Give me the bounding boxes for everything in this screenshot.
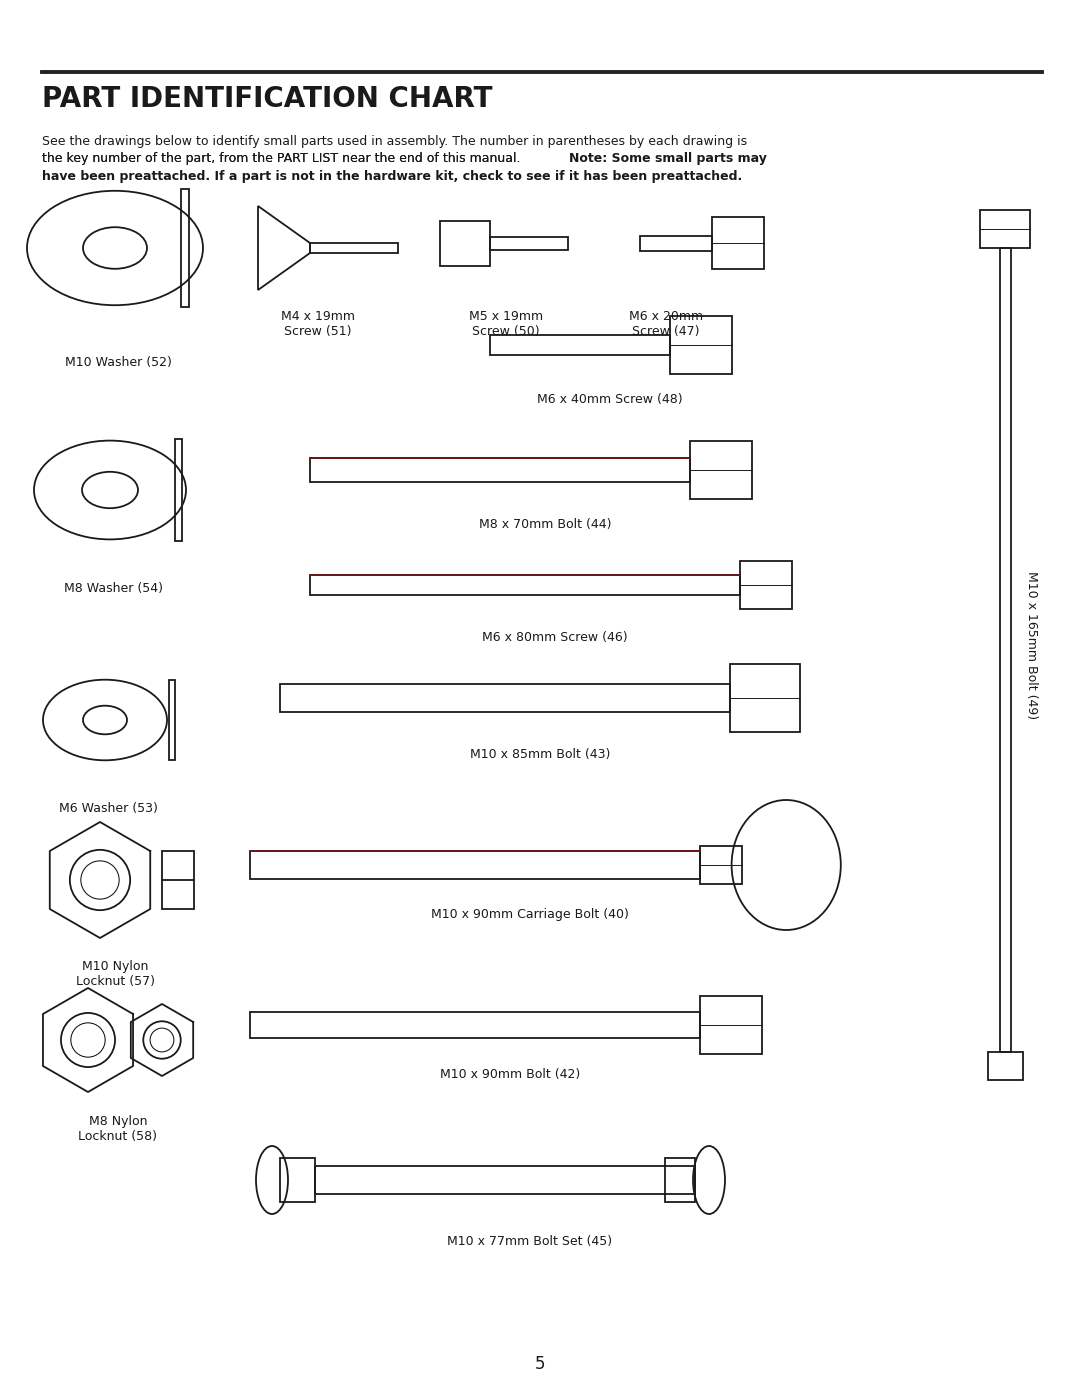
Text: the key number of the part, from the PART LIST near the end of this manual.: the key number of the part, from the PAR… — [42, 152, 525, 165]
Text: M6 x 40mm Screw (48): M6 x 40mm Screw (48) — [537, 393, 683, 407]
Text: PART IDENTIFICATION CHART: PART IDENTIFICATION CHART — [42, 85, 492, 113]
Bar — [162, 851, 194, 909]
Bar — [740, 562, 792, 609]
Bar — [670, 316, 732, 374]
Bar — [980, 210, 1030, 249]
Bar — [168, 680, 175, 760]
Text: M10 x 77mm Bolt Set (45): M10 x 77mm Bolt Set (45) — [447, 1235, 612, 1248]
Text: M8 Nylon
Locknut (58): M8 Nylon Locknut (58) — [79, 1115, 158, 1143]
Bar — [712, 217, 764, 270]
Bar — [315, 1166, 696, 1194]
Text: M10 x 165mm Bolt (49): M10 x 165mm Bolt (49) — [1025, 571, 1038, 719]
Text: M8 Washer (54): M8 Washer (54) — [65, 583, 163, 595]
Text: M8 x 70mm Bolt (44): M8 x 70mm Bolt (44) — [478, 518, 611, 531]
Text: M10 x 90mm Carriage Bolt (40): M10 x 90mm Carriage Bolt (40) — [431, 908, 629, 921]
Text: Note: Some small parts may: Note: Some small parts may — [569, 152, 767, 165]
Text: M6 Washer (53): M6 Washer (53) — [58, 802, 158, 814]
Bar — [987, 1052, 1023, 1080]
Text: M10 Washer (52): M10 Washer (52) — [65, 356, 172, 369]
Text: M6 x 20mm
Screw (47): M6 x 20mm Screw (47) — [629, 310, 703, 338]
Bar — [490, 335, 670, 355]
Bar — [181, 189, 189, 307]
Bar — [730, 664, 800, 732]
Bar — [640, 236, 712, 251]
Bar — [665, 1158, 696, 1201]
Bar — [490, 237, 568, 250]
Text: M4 x 19mm
Screw (51): M4 x 19mm Screw (51) — [281, 310, 355, 338]
Bar — [310, 458, 690, 482]
Bar — [700, 996, 762, 1053]
Text: See the drawings below to identify small parts used in assembly. The number in p: See the drawings below to identify small… — [42, 136, 747, 148]
Bar — [280, 685, 730, 712]
Text: have been preattached. If a part is not in the hardware kit, check to see if it : have been preattached. If a part is not … — [42, 170, 742, 183]
Bar — [690, 441, 752, 499]
Text: M5 x 19mm
Screw (50): M5 x 19mm Screw (50) — [469, 310, 543, 338]
Bar — [280, 1158, 315, 1201]
Text: M6 x 80mm Screw (46): M6 x 80mm Screw (46) — [482, 631, 627, 644]
Bar — [310, 243, 399, 253]
Text: 5: 5 — [535, 1355, 545, 1373]
Bar — [249, 1011, 700, 1038]
Bar — [175, 439, 181, 541]
Text: the key number of the part, from the PART LIST near the end of this manual.: the key number of the part, from the PAR… — [42, 152, 525, 165]
Text: M10 x 85mm Bolt (43): M10 x 85mm Bolt (43) — [470, 747, 610, 761]
Bar — [249, 851, 700, 879]
Bar — [310, 576, 740, 595]
Bar — [1000, 249, 1011, 1052]
Text: M10 x 90mm Bolt (42): M10 x 90mm Bolt (42) — [440, 1067, 580, 1081]
Text: M10 Nylon
Locknut (57): M10 Nylon Locknut (57) — [76, 960, 154, 988]
Bar — [700, 847, 742, 884]
Bar — [440, 221, 490, 265]
